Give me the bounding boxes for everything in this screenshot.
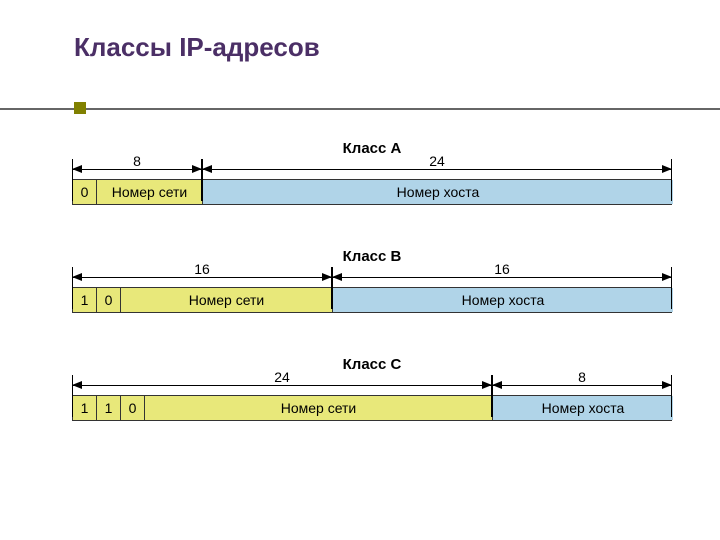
dimension-segment: 8 [72, 159, 202, 179]
prefix-bit-cell: 0 [97, 288, 121, 312]
dimension-segment: 16 [332, 267, 672, 287]
dimension-row: 1616 [72, 267, 672, 287]
address-bar: 10Номер сетиНомер хоста [72, 287, 672, 313]
class-diagram-1: Класс B161610Номер сетиНомер хоста [72, 248, 672, 313]
prefix-bit-cell: 0 [121, 396, 145, 420]
dimension-label: 8 [492, 369, 672, 385]
prefix-bit-cell: 1 [73, 288, 97, 312]
network-cell: Номер сети [97, 180, 203, 204]
dimension-label: 24 [202, 153, 672, 169]
class-diagram-2: Класс C248110Номер сетиНомер хоста [72, 356, 672, 421]
network-cell: Номер сети [145, 396, 493, 420]
dimension-segment: 8 [492, 375, 672, 395]
prefix-bit-cell: 1 [73, 396, 97, 420]
class-diagram-0: Класс A8240Номер сетиНомер хоста [72, 140, 672, 205]
dimension-segment: 24 [202, 159, 672, 179]
dimension-segment: 24 [72, 375, 492, 395]
address-bar: 110Номер сетиНомер хоста [72, 395, 672, 421]
dimension-segment: 16 [72, 267, 332, 287]
host-cell: Номер хоста [493, 396, 673, 420]
dimension-label: 24 [72, 369, 492, 385]
address-bar: 0Номер сетиНомер хоста [72, 179, 672, 205]
network-cell: Номер сети [121, 288, 333, 312]
dimension-row: 248 [72, 375, 672, 395]
host-cell: Номер хоста [333, 288, 673, 312]
page-title: Классы IP-адресов [74, 32, 720, 63]
title-accent-square [74, 102, 86, 114]
prefix-bit-cell: 0 [73, 180, 97, 204]
dimension-label: 16 [332, 261, 672, 277]
prefix-bit-cell: 1 [97, 396, 121, 420]
dimension-label: 8 [72, 153, 202, 169]
host-cell: Номер хоста [203, 180, 673, 204]
dimension-label: 16 [72, 261, 332, 277]
title-rule [0, 108, 720, 110]
dimension-row: 824 [72, 159, 672, 179]
